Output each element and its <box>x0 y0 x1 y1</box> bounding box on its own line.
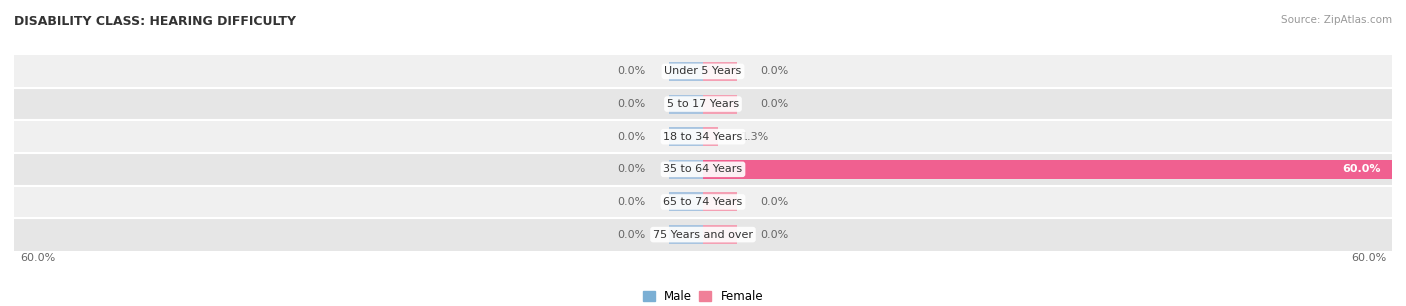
Text: 65 to 74 Years: 65 to 74 Years <box>664 197 742 207</box>
Text: 0.0%: 0.0% <box>761 230 789 240</box>
Bar <box>14 120 1392 153</box>
Bar <box>14 88 1392 120</box>
Text: 0.0%: 0.0% <box>617 132 645 142</box>
Text: 18 to 34 Years: 18 to 34 Years <box>664 132 742 142</box>
Bar <box>14 186 1392 218</box>
Bar <box>14 55 1392 88</box>
Text: 1.3%: 1.3% <box>741 132 769 142</box>
Text: 60.0%: 60.0% <box>1351 253 1386 263</box>
Bar <box>703 62 738 81</box>
Bar <box>669 95 703 114</box>
Text: 60.0%: 60.0% <box>20 253 55 263</box>
Bar <box>703 95 738 114</box>
Bar <box>669 160 703 179</box>
Bar <box>669 192 703 211</box>
Bar <box>669 62 703 81</box>
Text: 75 Years and over: 75 Years and over <box>652 230 754 240</box>
Legend: Male, Female: Male, Female <box>638 285 768 306</box>
Bar <box>703 192 738 211</box>
Text: 0.0%: 0.0% <box>617 230 645 240</box>
Text: 0.0%: 0.0% <box>761 99 789 109</box>
Text: Source: ZipAtlas.com: Source: ZipAtlas.com <box>1281 15 1392 25</box>
Text: DISABILITY CLASS: HEARING DIFFICULTY: DISABILITY CLASS: HEARING DIFFICULTY <box>14 15 297 28</box>
Text: 35 to 64 Years: 35 to 64 Years <box>664 164 742 174</box>
Text: 5 to 17 Years: 5 to 17 Years <box>666 99 740 109</box>
Bar <box>703 127 718 146</box>
Bar <box>669 127 703 146</box>
Bar <box>703 160 1392 179</box>
Text: Under 5 Years: Under 5 Years <box>665 66 741 76</box>
Text: 0.0%: 0.0% <box>761 66 789 76</box>
Text: 60.0%: 60.0% <box>1341 164 1381 174</box>
Bar <box>669 225 703 244</box>
Text: 0.0%: 0.0% <box>761 197 789 207</box>
Text: 0.0%: 0.0% <box>617 197 645 207</box>
Text: 0.0%: 0.0% <box>617 164 645 174</box>
Bar <box>14 153 1392 186</box>
Text: 0.0%: 0.0% <box>617 66 645 76</box>
Bar <box>703 225 738 244</box>
Bar <box>14 218 1392 251</box>
Text: 0.0%: 0.0% <box>617 99 645 109</box>
